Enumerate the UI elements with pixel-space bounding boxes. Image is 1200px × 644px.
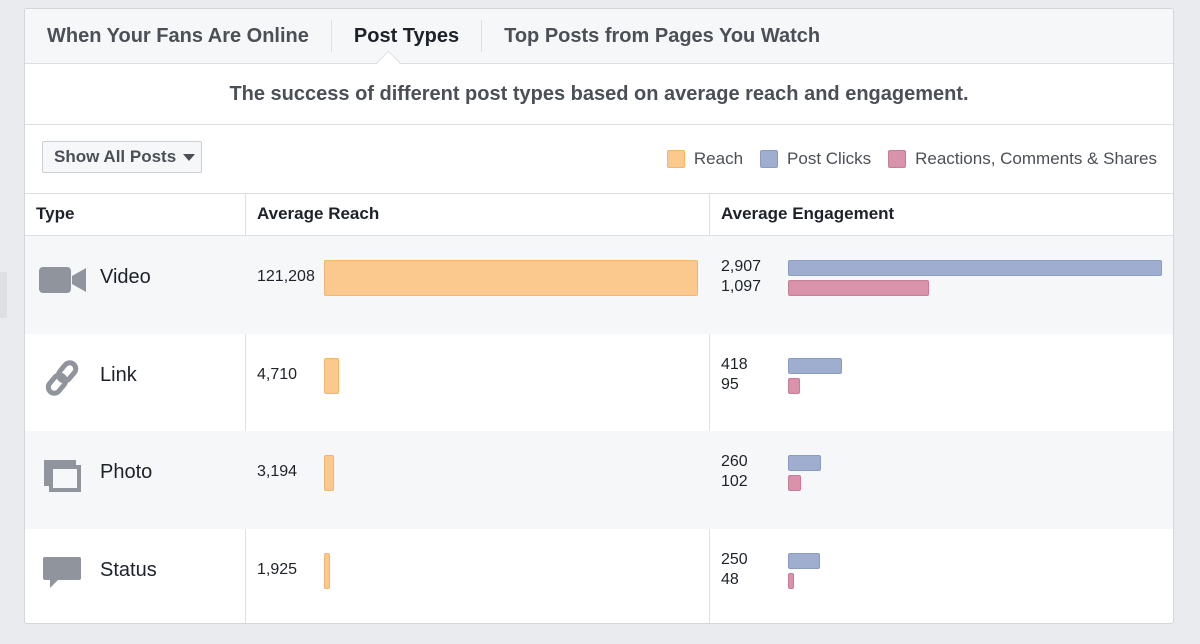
chart-legend: Reach Post Clicks Reactions, Comments & … bbox=[650, 149, 1157, 169]
show-all-posts-dropdown[interactable]: Show All Posts bbox=[42, 141, 202, 173]
side-panel-edge bbox=[0, 272, 7, 318]
reach-value: 4,710 bbox=[257, 365, 298, 383]
filter-label: Show All Posts bbox=[54, 147, 177, 166]
column-divider bbox=[245, 236, 246, 623]
reactions-bar bbox=[788, 377, 800, 394]
table-row: Video 121,208 2,907 1,097 bbox=[25, 236, 1173, 334]
post-types-table: Video 121,208 2,907 1,097 Link 4,710 418… bbox=[25, 236, 1173, 624]
legend-swatch bbox=[666, 150, 685, 168]
legend-label: Reactions, Comments & Shares bbox=[915, 149, 1157, 168]
post-clicks-value: 260 bbox=[721, 453, 748, 470]
reach-bar bbox=[324, 455, 334, 491]
column-divider bbox=[709, 194, 710, 235]
tab-when-fans-online[interactable]: When Your Fans Are Online bbox=[47, 25, 309, 47]
chain-link-icon bbox=[45, 359, 79, 396]
reactions-value: 102 bbox=[721, 473, 748, 490]
table-row: Photo 3,194 260 102 bbox=[25, 431, 1173, 529]
reach-value: 1,925 bbox=[257, 560, 298, 578]
legend-label: Post Clicks bbox=[787, 149, 872, 168]
reactions-bar bbox=[788, 475, 801, 491]
legend-item-reach: Reach bbox=[666, 149, 744, 169]
reach-value: 3,194 bbox=[257, 463, 298, 480]
post-type-label: Status bbox=[100, 558, 157, 581]
photo-stack-icon bbox=[44, 460, 81, 492]
post-clicks-value: 418 bbox=[721, 355, 748, 373]
post-clicks-bar bbox=[788, 357, 842, 374]
reach-value: 121,208 bbox=[257, 268, 315, 285]
table-row: Link 4,710 418 95 bbox=[25, 334, 1173, 432]
tab-divider bbox=[481, 20, 483, 52]
reactions-bar bbox=[788, 280, 929, 296]
post-clicks-value: 250 bbox=[721, 550, 748, 568]
section-description: The success of different post types base… bbox=[25, 64, 1173, 125]
tab-divider bbox=[330, 20, 332, 52]
table-row: Status 1,925 250 48 bbox=[25, 529, 1173, 624]
post-type-label: Link bbox=[100, 363, 137, 386]
column-header-average-reach: Average Reach bbox=[257, 204, 380, 223]
post-clicks-value: 2,907 bbox=[721, 258, 762, 275]
legend-swatch bbox=[760, 150, 779, 168]
post-types-card: When Your Fans Are Online Post Types Top… bbox=[24, 8, 1174, 624]
post-clicks-bar bbox=[788, 260, 1162, 276]
reach-bar bbox=[324, 260, 698, 296]
video-camera-icon bbox=[39, 267, 86, 293]
column-divider bbox=[709, 236, 710, 623]
speech-bubble-icon bbox=[43, 556, 81, 588]
reactions-value: 1,097 bbox=[721, 278, 762, 295]
column-divider bbox=[245, 194, 246, 235]
controls-bar: Show All Posts Reach Post Clicks Reactio… bbox=[25, 125, 1173, 194]
legend-item-post-clicks: Post Clicks bbox=[760, 149, 871, 169]
caret-down-icon bbox=[183, 153, 196, 161]
reactions-value: 95 bbox=[721, 375, 739, 393]
post-type-label: Photo bbox=[100, 461, 153, 483]
column-header-average-engagement: Average Engagement bbox=[721, 204, 895, 223]
legend-label: Reach bbox=[693, 149, 744, 168]
reactions-value: 48 bbox=[721, 570, 739, 588]
legend-swatch bbox=[888, 150, 907, 168]
post-type-label: Video bbox=[100, 266, 151, 288]
post-clicks-bar bbox=[788, 552, 820, 569]
column-header-type: Type bbox=[36, 204, 75, 223]
insights-tabs: When Your Fans Are Online Post Types Top… bbox=[25, 9, 1173, 75]
tab-top-posts-pages-watch[interactable]: Top Posts from Pages You Watch bbox=[504, 25, 821, 47]
table-header: Type Average Reach Average Engagement bbox=[25, 194, 1173, 236]
post-clicks-bar bbox=[788, 455, 821, 471]
legend-item-reactions: Reactions, Comments & Shares bbox=[888, 149, 1157, 169]
reach-bar bbox=[324, 357, 339, 394]
reach-bar bbox=[324, 552, 330, 589]
tab-post-types[interactable]: Post Types bbox=[353, 25, 460, 47]
reactions-bar bbox=[788, 572, 794, 589]
